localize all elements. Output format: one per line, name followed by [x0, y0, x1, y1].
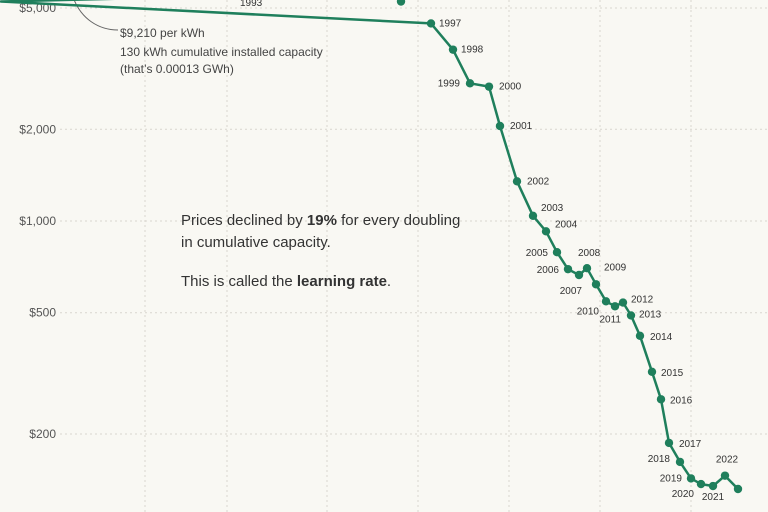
data-point-1997 [426, 19, 436, 28]
y-tick-label: $200 [29, 427, 56, 441]
year-label-1999: 1999 [438, 78, 461, 89]
data-point-2011 [610, 302, 620, 311]
data-point-2019 [686, 474, 696, 483]
message-line-1-bold: 19% [307, 212, 337, 229]
year-label-2004: 2004 [555, 219, 578, 230]
y-axis: $5,000$2,000$1,000$500$200 [19, 1, 56, 441]
year-label-2014: 2014 [650, 332, 673, 343]
data-point-2015 [647, 367, 657, 376]
vertical-gridlines [144, 0, 692, 512]
message-line-2: in cumulative capacity. [181, 234, 331, 251]
horizontal-gridlines [60, 7, 768, 435]
year-label-2013: 2013 [639, 309, 662, 320]
year-label-2020: 2020 [672, 489, 695, 500]
year-label-2009: 2009 [604, 262, 627, 273]
y-tick-label: $2,000 [19, 122, 56, 136]
year-label-2018: 2018 [648, 454, 671, 465]
year-label-2003: 2003 [541, 203, 564, 214]
y-tick-label: $500 [29, 306, 56, 320]
learning-rate-message: Prices declined by 19% for every doublin… [181, 212, 460, 290]
data-point-2009 [591, 280, 601, 289]
message-line-3-post: . [387, 273, 391, 290]
first-point-annotation: 1993 $9,210 per kWh 130 kWh cumulative i… [73, 0, 323, 76]
data-point-2001 [495, 121, 505, 131]
year-label-2019: 2019 [660, 473, 683, 484]
year-label-2000: 2000 [499, 82, 522, 93]
data-point-2020 [696, 479, 706, 489]
price-series-year-labels: 1997 1998 1999 2000 2001 2002 2003 2004 2005 2006… [438, 18, 739, 503]
year-label-2006: 2006 [537, 265, 560, 276]
message-line-1: Prices declined by 19% for every doublin… [181, 212, 460, 229]
data-point-2003 [528, 211, 538, 221]
data-point-1996 [396, 0, 406, 6]
year-label-2021: 2021 [702, 492, 725, 503]
data-point-2005 [552, 247, 562, 257]
year-label-2012: 2012 [631, 295, 654, 306]
data-point-2018 [675, 457, 685, 467]
data-point-2021 [708, 481, 718, 491]
year-label-2008: 2008 [578, 248, 601, 259]
year-label-2011: 2011 [599, 314, 621, 325]
data-point-2022 [720, 471, 730, 480]
price-series-line [0, 0, 739, 490]
data-point-1998 [448, 45, 458, 54]
data-point-2002 [512, 177, 522, 186]
year-label-2001: 2001 [510, 121, 533, 132]
year-label-1993: 1993 [240, 0, 263, 9]
message-line-3-pre: This is called the [181, 273, 297, 290]
message-line-3: This is called the learning rate. [181, 273, 391, 290]
series-path [0, 0, 739, 490]
data-point-2010 [601, 297, 611, 306]
y-tick-label: $1,000 [19, 214, 56, 228]
year-label-2002: 2002 [527, 176, 550, 187]
year-label-2005: 2005 [526, 248, 549, 259]
data-point-2012 [618, 298, 628, 307]
data-point-2017 [664, 438, 674, 448]
data-point-2006 [563, 264, 573, 274]
data-point-2023 [733, 484, 743, 494]
message-line-1-pre: Prices declined by [181, 212, 307, 229]
year-label-2017: 2017 [679, 439, 702, 450]
year-label-1998: 1998 [461, 45, 484, 56]
annotation-line-2: 130 kWh cumulative installed capacity [120, 45, 323, 59]
year-label-2015: 2015 [661, 368, 684, 379]
year-label-2010: 2010 [577, 306, 600, 317]
year-label-2022: 2022 [716, 455, 739, 466]
year-label-2016: 2016 [670, 395, 693, 406]
data-point-2016 [656, 395, 666, 404]
data-point-2008 [582, 264, 592, 273]
data-point-2014 [635, 331, 645, 341]
message-line-1-post: for every doubling [337, 212, 460, 229]
data-point-2000 [484, 82, 494, 91]
annotation-line-1: $9,210 per kWh [120, 26, 205, 40]
data-point-1999 [465, 79, 475, 88]
data-point-2007 [574, 270, 584, 280]
data-point-2004 [541, 227, 551, 236]
year-label-2007: 2007 [560, 286, 583, 297]
data-point-2013 [626, 311, 636, 320]
year-label-1997: 1997 [439, 18, 462, 29]
annotation-line-3: (that’s 0.00013 GWh) [120, 62, 234, 76]
price-series-points [396, 0, 743, 494]
message-line-3-bold: learning rate [297, 273, 387, 290]
